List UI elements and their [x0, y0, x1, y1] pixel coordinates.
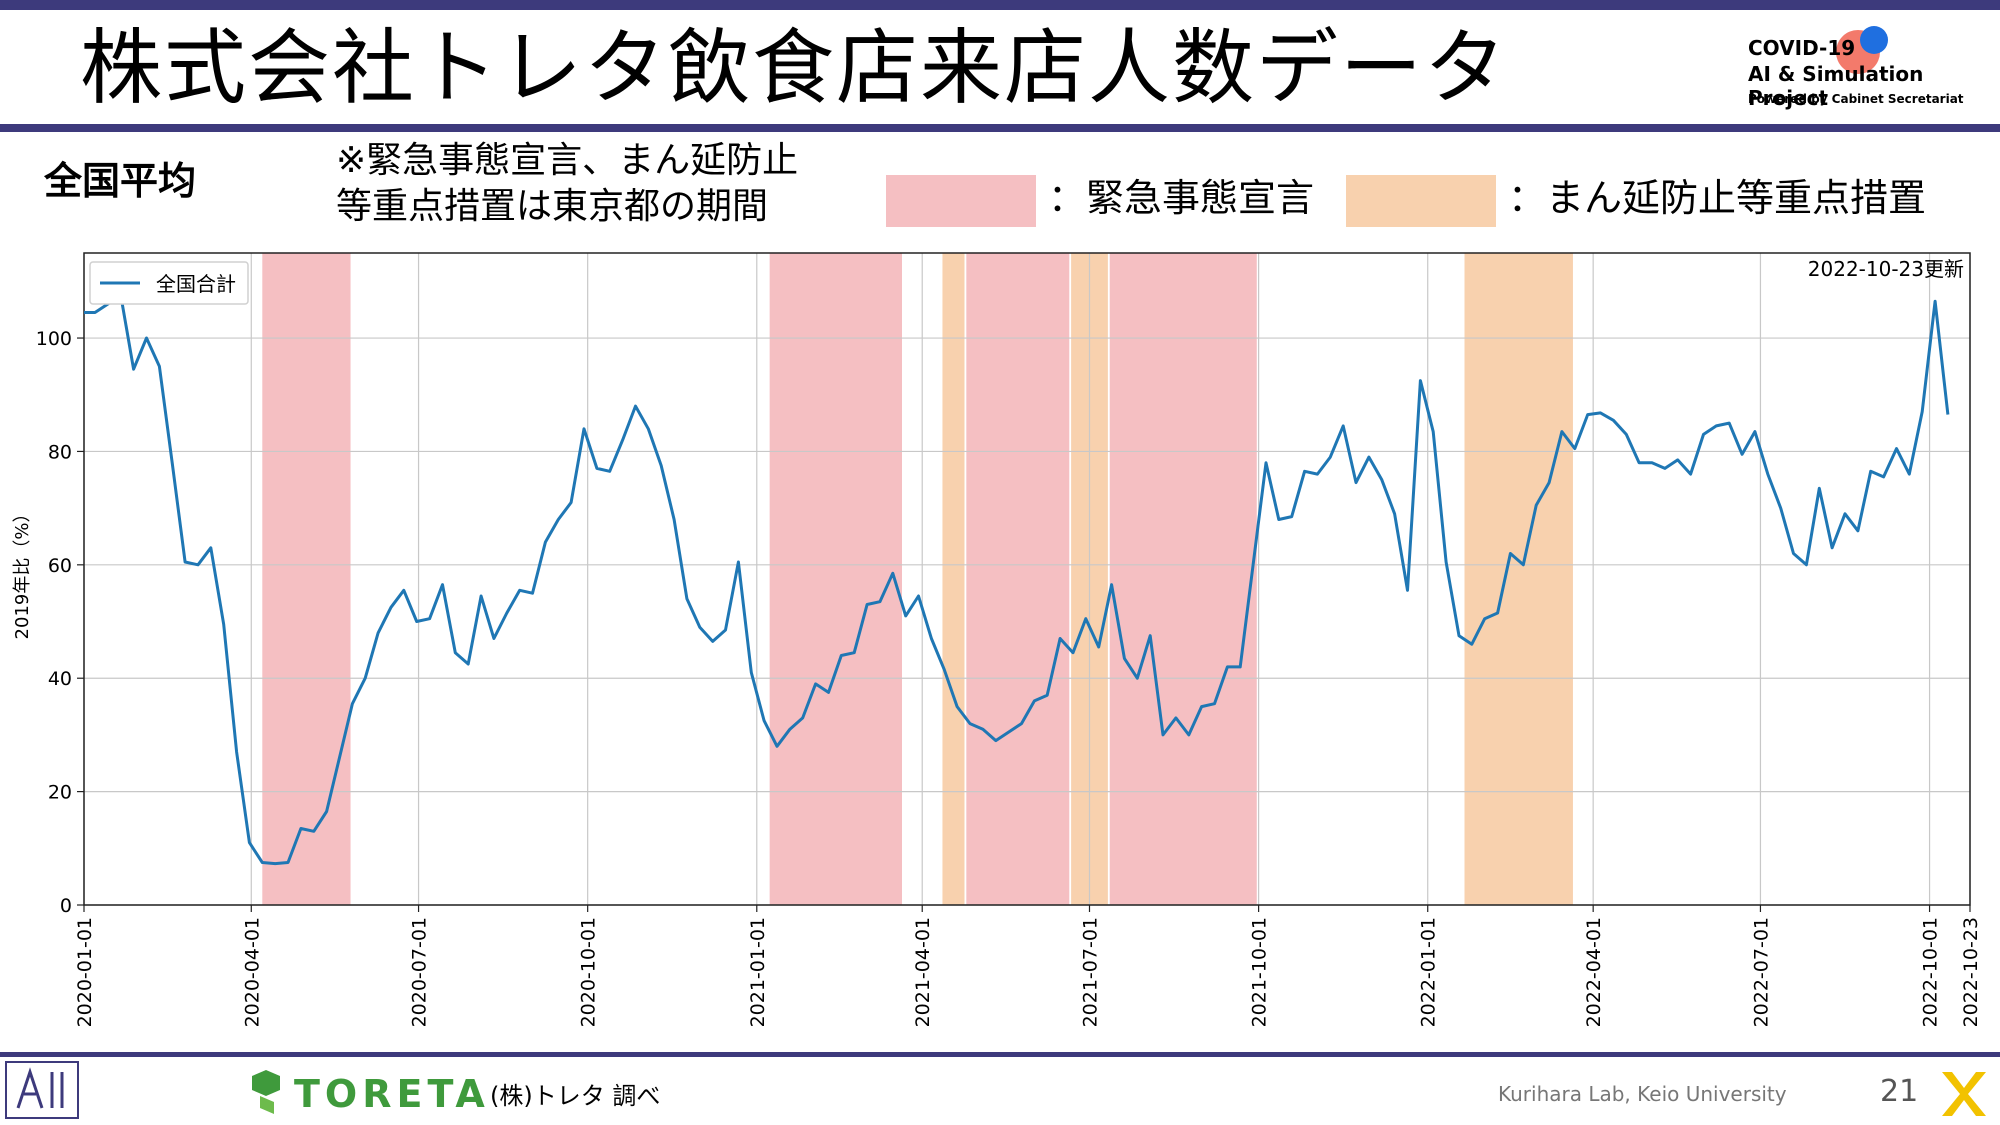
- series-line-national-total: [84, 294, 1950, 866]
- y-tick-label: 20: [48, 782, 72, 804]
- logo-line-2: AI & Simulation Project: [1748, 62, 1924, 110]
- x-tick-label: 2020-07-01: [409, 917, 431, 1027]
- legend-series-name: 全国合計: [156, 272, 236, 296]
- data-source: (株)トレタ 調べ: [490, 1082, 661, 1110]
- period-note: ※緊急事態宣言、まん延防止 等重点措置は東京都の期間: [336, 138, 798, 230]
- period-note-line-2: 等重点措置は東京都の期間: [336, 186, 769, 227]
- y-axis-title: 2019年比（%）: [12, 505, 33, 640]
- x-tick-label: 2021-10-01: [1249, 917, 1271, 1027]
- shaded-period-quasi: [942, 253, 965, 905]
- section-subtitle: 全国平均: [44, 159, 197, 203]
- x-tick-label: 2022-04-01: [1583, 917, 1605, 1027]
- x-tick-label: 2020-01-01: [74, 917, 96, 1027]
- top-accent-bar: [0, 0, 2000, 10]
- visitor-line-chart: 0 20 40 60 80 100 2020-01-01 2020-04-01 2020-07…: [12, 252, 1982, 1027]
- shaded-period-quasi: [1464, 253, 1573, 905]
- y-tick-label: 0: [60, 895, 72, 917]
- chart-legend: 全国合計: [89, 261, 249, 305]
- updated-label: 2022-10-23更新: [1808, 257, 1964, 281]
- emergency-legend-label: ：緊急事態宣言: [1048, 176, 1315, 220]
- quasi-emergency-legend-label: ：まん延防止等重点措置: [1508, 176, 1927, 220]
- x-tick-label: 2022-01-01: [1418, 917, 1440, 1027]
- x-tick-label: 2022-10-23: [1960, 917, 1982, 1027]
- shaded-period-emergency: [966, 253, 1070, 905]
- x-tick-label: 2022-07-01: [1750, 917, 1772, 1027]
- legend-box: [89, 261, 249, 305]
- y-tick-label: 80: [48, 441, 72, 463]
- x-tick-label: 2020-04-01: [241, 917, 263, 1027]
- header-divider: [0, 124, 2000, 132]
- x-tick-label: 2022-10-01: [1920, 917, 1942, 1027]
- period-note-line-1: ※緊急事態宣言、まん延防止: [336, 140, 799, 181]
- logo-line-3: Powered by Cabinet Secretariat: [1748, 92, 1964, 106]
- page-title: 株式会社トレタ飲食店来店人数データ: [80, 21, 1509, 116]
- x-brand-icon: [1942, 1072, 1986, 1116]
- x-axis-ticks: 2020-01-01 2020-04-01 2020-07-01 2020-10-01…: [74, 905, 1982, 1027]
- y-tick-label: 60: [48, 555, 72, 577]
- y-tick-label: 40: [48, 668, 72, 690]
- x-tick-label: 2021-04-01: [912, 917, 934, 1027]
- shaded-period-emergency: [769, 253, 903, 905]
- x-tick-label: 2020-10-01: [578, 917, 600, 1027]
- shaded-period-emergency: [262, 253, 351, 905]
- quasi-emergency-legend-swatch: [1346, 175, 1496, 227]
- x-tick-label: 2021-01-01: [747, 917, 769, 1027]
- page-number: 21: [1880, 1074, 1919, 1109]
- y-axis-ticks: 0 20 40 60 80 100: [36, 328, 84, 917]
- lab-logo-icon: [5, 1061, 79, 1119]
- toreta-brand-icon: [252, 1070, 280, 1114]
- x-tick-label: 2021-07-01: [1079, 917, 1101, 1027]
- lab-credit: Kurihara Lab, Keio University: [1498, 1082, 1787, 1106]
- shaded-period-emergency: [1109, 253, 1257, 905]
- toreta-brand-text: TORETA: [294, 1072, 490, 1116]
- logo-line-1: COVID-19: [1748, 36, 1856, 60]
- emergency-legend-swatch: [886, 175, 1036, 227]
- shaded-periods: [262, 253, 1573, 905]
- covid-project-logo: COVID-19 AI & Simulation Project Powered…: [1740, 26, 1990, 116]
- plot-frame: [83, 252, 1971, 906]
- y-tick-label: 100: [36, 328, 72, 350]
- logo-blue-circle: [1860, 26, 1888, 54]
- footer-divider: [0, 1052, 2000, 1057]
